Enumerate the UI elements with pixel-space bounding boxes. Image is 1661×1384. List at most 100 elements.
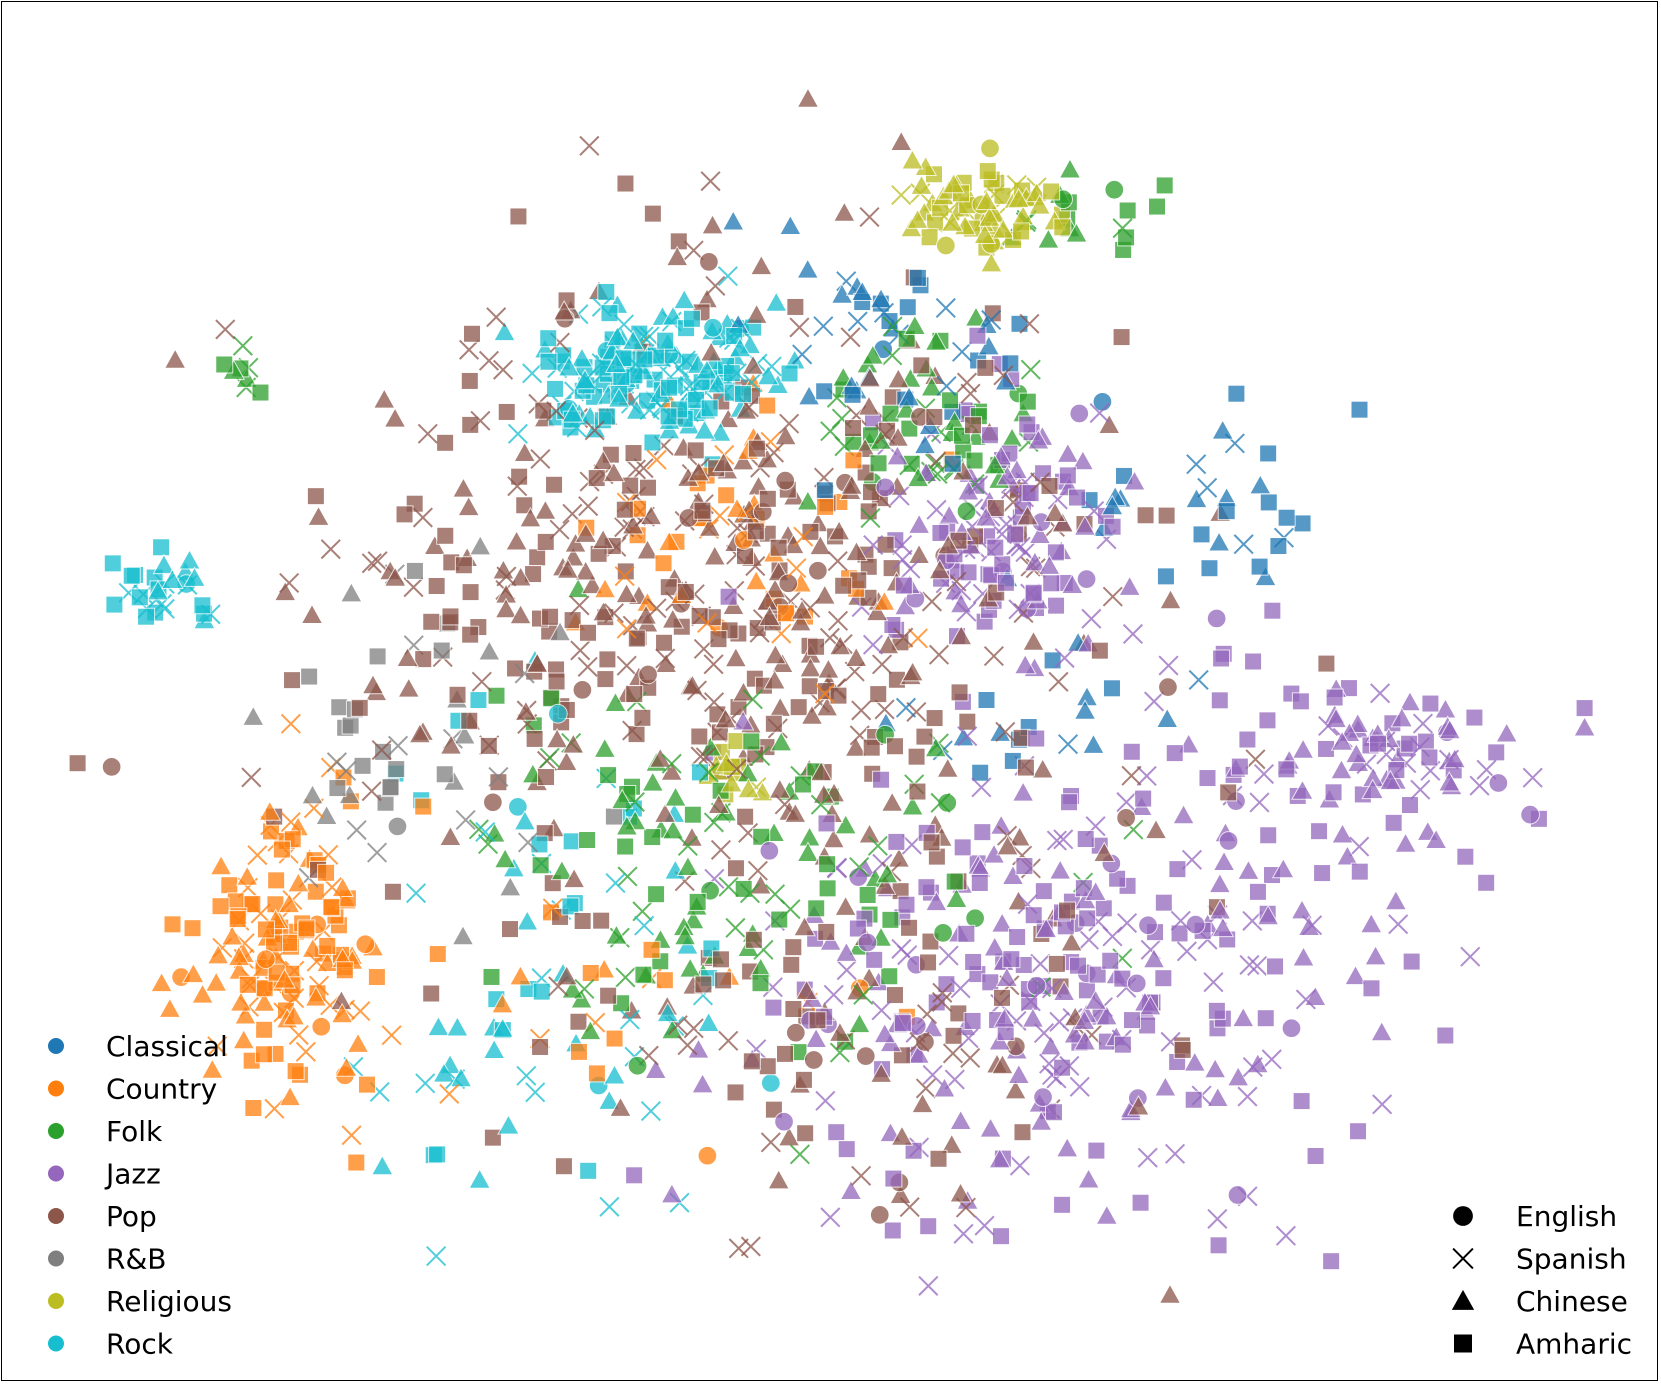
legend-marker-english [1453,1206,1473,1226]
data-point-pop-spanish [683,1018,704,1039]
data-point-jazz-amharic [719,587,738,606]
data-point-country-spanish [264,1098,285,1119]
data-point-folk-spanish [780,899,801,920]
data-point-pop-spanish [683,240,704,261]
data-point-classical-amharic [815,481,834,500]
data-point-pop-amharic [461,415,480,434]
data-point-folk-amharic [531,856,550,875]
data-point-jazz-amharic [1198,769,1217,788]
data-point-rb-amharic [405,561,424,580]
data-point-jazz-chinese [1048,859,1072,880]
data-point-pop-spanish [1102,586,1123,607]
data-point-country-spanish [709,505,730,526]
data-point-pop-spanish [747,860,768,881]
data-point-pop-amharic [1040,476,1059,495]
data-point-rb-chinese [241,705,265,726]
data-point-pop-amharic [500,920,519,939]
data-point-country-chinese [258,800,282,821]
data-point-pop-spanish [548,976,569,997]
data-point-rock-english [548,703,568,724]
data-point-pop-amharic [736,547,755,566]
data-point-folk-chinese [660,1018,684,1040]
data-point-folk-amharic [793,775,812,794]
data-point-jazz-amharic [1238,730,1257,749]
data-point-rock-spanish [761,356,782,377]
data-point-pop-amharic [915,727,934,746]
data-point-jazz-amharic [1207,1001,1226,1020]
data-point-jazz-amharic [1230,757,1249,776]
data-point-rock-amharic [660,378,679,397]
data-point-jazz-chinese [1023,550,1047,572]
data-point-pop-amharic [621,476,640,495]
data-point-jazz-chinese [1379,769,1402,791]
data-point-pop-chinese [1043,501,1067,523]
data-point-classical-chinese [1155,707,1179,729]
data-point-pop-amharic [615,500,634,519]
data-point-pop-spanish [677,1035,698,1056]
data-point-pop-english [101,756,122,777]
data-point-folk-chinese [834,813,858,835]
data-point-jazz-chinese [979,1117,1002,1138]
data-point-jazz-amharic [931,523,950,542]
data-point-pop-spanish [549,519,570,540]
data-point-pop-chinese [731,449,755,471]
data-point-jazz-english [1126,973,1147,994]
data-point-folk-chinese [798,826,821,847]
data-point-jazz-amharic [1456,847,1475,866]
data-point-classical-chinese [1100,494,1124,516]
data-point-jazz-amharic [1131,1193,1150,1212]
data-point-jazz-chinese [1330,730,1354,751]
data-point-country-chinese [235,865,259,886]
data-point-country-spanish [614,566,635,587]
data-point-jazz-chinese [993,1007,1016,1028]
data-point-religious-spanish [891,184,912,206]
data-point-rb-spanish [346,819,367,841]
data-point-pop-spanish [1245,749,1266,770]
data-point-pop-spanish [584,420,605,441]
legend-marker-religious [48,1293,64,1309]
data-point-pop-chinese [876,633,900,655]
data-point-jazz-chinese [1084,989,1108,1010]
data-point-jazz-chinese [1336,845,1359,866]
data-point-rock-chinese [607,387,631,408]
data-point-pop-amharic [1136,506,1155,525]
data-point-folk-chinese [903,314,927,335]
data-point-religious-chinese [906,208,929,229]
data-point-pop-chinese [940,1133,964,1154]
data-point-folk-spanish [574,978,595,999]
data-point-folk-amharic [900,419,919,438]
data-point-jazz-amharic [1400,734,1419,753]
data-point-pop-spanish [931,991,952,1012]
data-point-pop-chinese [519,506,542,528]
data-point-folk-chinese [578,1019,602,1041]
data-point-folk-spanish [1112,218,1133,239]
data-point-rock-chinese [146,579,170,601]
data-point-folk-chinese [906,466,930,488]
data-point-country-spanish [341,1125,362,1146]
data-point-jazz-spanish [1081,608,1102,629]
language-legend: English Spanish Chinese Amharic [1451,1200,1632,1361]
data-point-country-chinese [200,1058,224,1079]
data-point-jazz-amharic [1076,830,1095,849]
data-point-pop-chinese [764,643,787,665]
data-point-folk-amharic [1118,201,1137,220]
data-point-religious-chinese [942,172,966,194]
data-point-pop-amharic [912,356,931,375]
data-point-rock-amharic [130,588,149,607]
data-point-rock-chinese [557,355,581,377]
data-point-jazz-amharic [1244,652,1263,671]
data-point-rock-amharic [193,596,212,615]
data-point-religious-amharic [1012,222,1031,241]
data-point-pop-amharic [483,1128,502,1147]
data-point-pop-chinese [1060,930,1083,952]
data-point-folk-spanish [624,791,645,813]
data-point-country-amharic [347,1153,366,1172]
data-point-jazz-amharic [1362,979,1381,998]
data-point-jazz-amharic [959,563,978,582]
data-point-country-amharic [358,1075,377,1094]
data-point-pop-spanish [530,448,551,470]
data-point-pop-chinese [844,736,868,757]
data-point-jazz-spanish [1370,683,1391,704]
data-point-pop-spanish [700,171,721,192]
